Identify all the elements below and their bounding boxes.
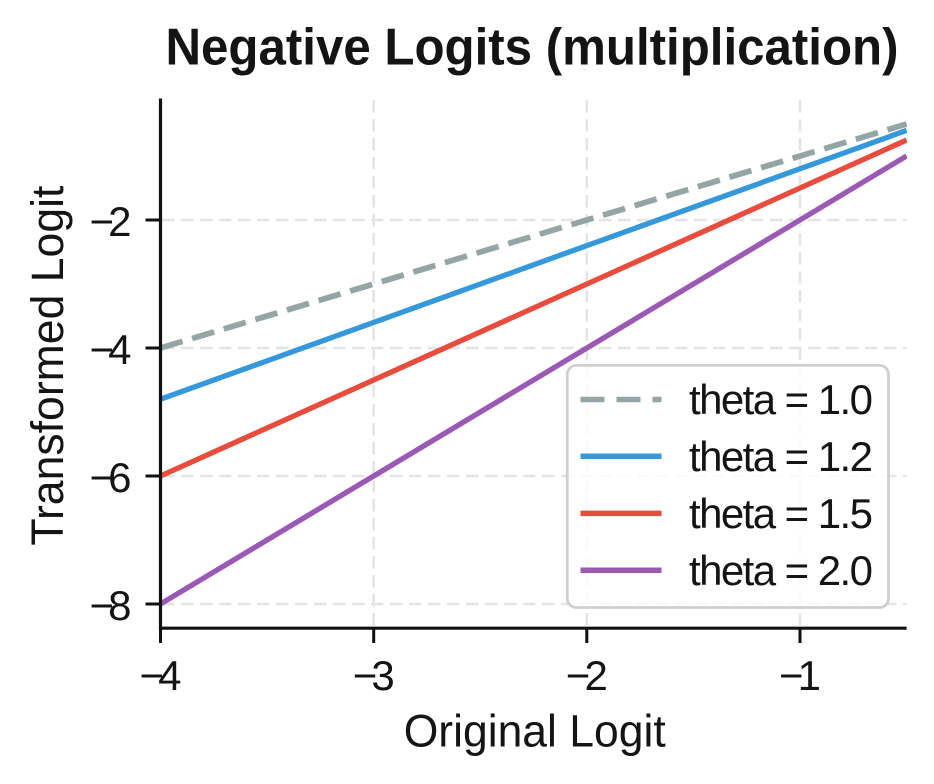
svg-text:Transformed Logit: Transformed Logit (22, 185, 73, 545)
svg-text:−6: −6 (90, 454, 132, 501)
svg-text:theta = 1.0: theta = 1.0 (689, 376, 873, 423)
svg-text:Original Logit: Original Logit (404, 706, 666, 757)
svg-text:theta = 2.0: theta = 2.0 (689, 547, 873, 594)
svg-text:−2: −2 (566, 652, 608, 699)
svg-text:−1: −1 (779, 652, 821, 699)
svg-text:−4: −4 (90, 326, 132, 373)
svg-text:Negative Logits (multiplicatio: Negative Logits (multiplication) (166, 19, 899, 77)
svg-text:theta = 1.5: theta = 1.5 (689, 490, 873, 537)
svg-text:−2: −2 (90, 198, 132, 245)
svg-text:−4: −4 (140, 652, 182, 699)
svg-text:theta = 1.2: theta = 1.2 (689, 433, 873, 480)
svg-text:−8: −8 (90, 582, 132, 629)
svg-text:−3: −3 (353, 652, 395, 699)
